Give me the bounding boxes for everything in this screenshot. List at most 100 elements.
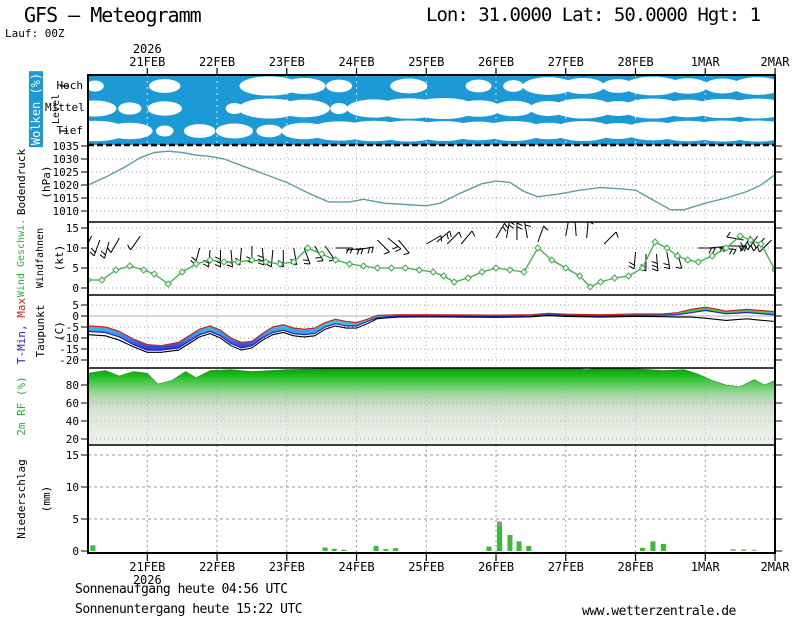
date-label: 24FEB	[338, 560, 374, 574]
ytick-label: 0	[72, 310, 79, 323]
clouds-panel-label: Wolken (%)	[29, 70, 43, 148]
precip-bar	[331, 548, 337, 551]
precip-bar	[650, 541, 656, 551]
date-label: 23FEB	[269, 55, 305, 69]
precip-bar	[516, 541, 522, 551]
wind-panel-label: Wind Geschwi.	[16, 218, 27, 298]
ytick-label: 20	[66, 433, 79, 446]
humidity-area	[88, 368, 775, 445]
precip-bar	[507, 535, 513, 551]
ytick-label: 80	[66, 379, 79, 392]
wind-unit-label: (kt)	[53, 244, 66, 272]
pressure-panel-label: Bodendruck	[15, 148, 28, 216]
precip-bar	[741, 549, 747, 551]
ytick-label: 1030	[53, 153, 80, 166]
run-label: Lauf: 00Z	[5, 27, 65, 40]
precip-bar	[341, 549, 347, 551]
precip-bar	[322, 547, 328, 551]
date-label: 2MAR	[761, 55, 791, 69]
temp-panel-label: T-Min, Max	[15, 297, 28, 365]
ytick-label: 60	[66, 397, 79, 410]
date-label: 21FEB	[129, 55, 165, 69]
date-label: 28FEB	[617, 55, 653, 69]
cloud-level-tief: Tief	[56, 124, 84, 137]
date-label: 21FEB	[129, 560, 165, 574]
ytick-label: 1020	[53, 179, 80, 192]
date-label: 28FEB	[617, 560, 653, 574]
precip-bar	[751, 549, 757, 551]
date-label: 25FEB	[408, 55, 444, 69]
ytick-label: 1015	[53, 192, 80, 205]
date-labels-top: 21FEB 22FEB 23FEB 24FEB 25FEB 26FEB 27FEB 28FEB…	[129, 42, 790, 69]
cloud-level-mittel: Mittel	[45, 101, 85, 114]
ytick-label: 1025	[53, 166, 80, 179]
dewpoint-label: Taupunkt	[34, 304, 47, 358]
wind-barbs	[88, 222, 772, 272]
axis-frame	[60, 68, 776, 561]
precip-bar	[730, 549, 736, 551]
ytick-label: -10	[59, 332, 79, 345]
ytick-label: 0	[72, 282, 79, 295]
cloud-level-hoch: Hoch	[56, 79, 84, 92]
ytick-label: 15	[66, 449, 79, 462]
precip-bar	[486, 546, 492, 551]
humidity-panel-label: 2m RF (%)	[15, 376, 28, 436]
temperature-band	[88, 306, 775, 353]
date-label: 27FEB	[548, 55, 584, 69]
date-label: 2MAR	[761, 560, 791, 574]
gridlines	[88, 145, 776, 553]
ytick-label: 5	[72, 262, 79, 275]
sunset-text: Sonnenuntergang heute 15:22 UTC	[75, 602, 303, 617]
precip-bar	[90, 545, 96, 551]
date-labels-bottom: 21FEB 22FEB 23FEB 24FEB 25FEB 26FEB 27FEB 28FEB…	[129, 560, 790, 587]
temp-unit-label: (C)	[53, 321, 66, 341]
axis-ticks: 10351030102510201015101015105050-5-10-15…	[53, 140, 782, 558]
date-label: 22FEB	[199, 55, 235, 69]
website-text: www.wetterzentrale.de	[582, 604, 736, 619]
ytick-label: 10	[66, 242, 79, 255]
precip-unit-label: (mm)	[40, 485, 53, 513]
precip-bar-cap	[497, 521, 503, 527]
temp-min-label: T-Min,	[15, 324, 28, 365]
precip-bar	[393, 548, 399, 551]
ytick-label: 1035	[53, 140, 80, 153]
ytick-label: 1010	[53, 205, 80, 218]
ytick-label: 5	[72, 299, 79, 312]
ytick-label: 5	[72, 513, 79, 526]
clouds-panel	[88, 75, 775, 145]
ytick-label: 40	[66, 415, 79, 428]
temp-max-label: Max	[15, 297, 28, 318]
year-label: 2026	[133, 42, 162, 56]
tmax-line	[88, 306, 775, 347]
precip-bar	[660, 543, 666, 551]
pressure-curve	[88, 150, 775, 211]
date-label: 27FEB	[548, 560, 584, 574]
dewpoint-line	[88, 315, 775, 353]
date-label: 24FEB	[338, 55, 374, 69]
ytick-label: -20	[59, 354, 79, 367]
precip-bar	[373, 545, 379, 551]
precip-bar	[639, 547, 645, 551]
date-label: 1MAR	[691, 55, 721, 69]
date-label: 23FEB	[269, 560, 305, 574]
wind-barbs-label: Windfahnen	[35, 227, 46, 289]
ytick-label: 0	[72, 545, 79, 558]
date-label: 26FEB	[478, 560, 514, 574]
header-coordinates: Lon: 31.0000 Lat: 50.0000 Hgt: 1	[426, 4, 761, 26]
date-label: 22FEB	[199, 560, 235, 574]
sunrise-text: Sonnenaufgang heute 04:56 UTC	[75, 582, 288, 597]
precip-bar	[497, 526, 503, 551]
wind-curve	[88, 232, 775, 291]
ytick-label: 15	[66, 222, 79, 235]
precip-bars	[90, 521, 757, 551]
ytick-label: 10	[66, 481, 79, 494]
date-label: 1MAR	[691, 560, 721, 574]
tmin-line	[88, 309, 775, 351]
ytick-label: -5	[66, 321, 79, 334]
date-label: 25FEB	[408, 560, 444, 574]
year-label: 2026	[133, 573, 162, 587]
pressure-unit-label: (hPa)	[40, 165, 53, 199]
precip-bar	[383, 549, 389, 551]
